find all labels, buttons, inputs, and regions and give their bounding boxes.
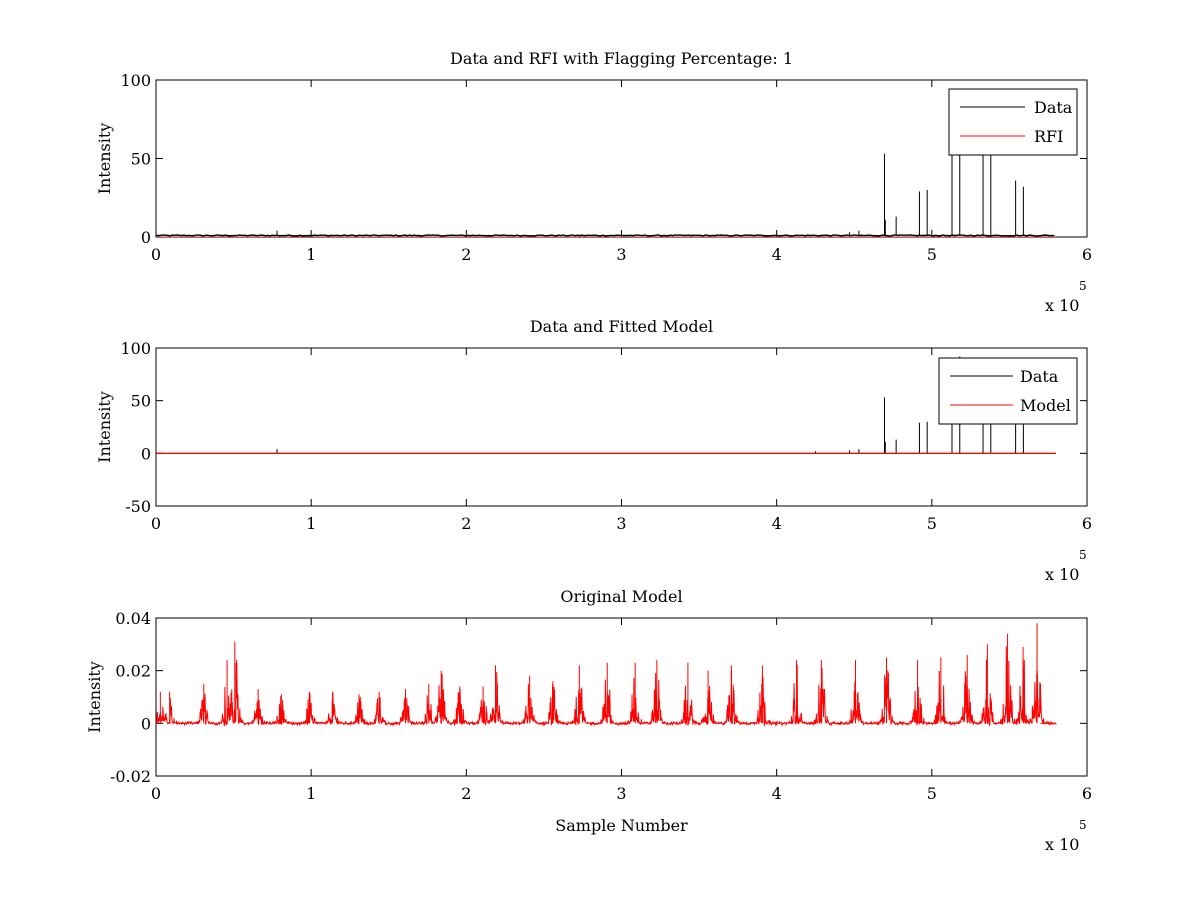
- series-data-baseline: [156, 234, 1055, 237]
- chart-title: Data and RFI with Flagging Percentage: 1: [450, 49, 793, 68]
- x-tick-label: 2: [461, 514, 471, 533]
- x-exponent-label: x 10: [1045, 565, 1079, 584]
- x-tick-label: 0: [151, 514, 161, 533]
- plot-frame: [155, 79, 1088, 238]
- y-tick-label: 50: [131, 150, 151, 169]
- legend-label-rfi: RFI: [1034, 127, 1063, 146]
- x-tick-label: 3: [616, 514, 626, 533]
- y-tick-label: 50: [131, 392, 151, 411]
- plot-frame: [155, 347, 1088, 507]
- x-tick-label: 4: [772, 784, 782, 803]
- y-tick-label: -50: [125, 497, 151, 516]
- y-tick-label: 0: [141, 714, 151, 733]
- legend-label-data: Data: [1020, 367, 1059, 386]
- y-axis-label: Intensity: [95, 123, 114, 195]
- x-exponent-power: 5: [1079, 279, 1087, 293]
- x-exponent-power: 5: [1079, 818, 1087, 832]
- x-tick-label: 5: [927, 245, 937, 264]
- x-tick-label: 1: [306, 784, 316, 803]
- series-line-original-model: [156, 646, 1057, 727]
- x-tick-label: 6: [1082, 514, 1092, 533]
- x-tick-label: 2: [461, 784, 471, 803]
- x-tick-label: 3: [616, 784, 626, 803]
- plot-frame: [155, 617, 1088, 777]
- y-tick-label: 100: [120, 339, 151, 358]
- x-tick-label: 5: [927, 784, 937, 803]
- x-tick-label: 4: [772, 514, 782, 533]
- x-tick-label: 0: [151, 245, 161, 264]
- x-tick-label: 1: [306, 245, 316, 264]
- y-tick-label: 0.04: [115, 609, 151, 628]
- x-tick-label: 6: [1082, 245, 1092, 264]
- x-exponent-base: x 10: [1045, 296, 1079, 315]
- x-tick-label: 4: [772, 245, 782, 264]
- y-axis-label: Intensity: [95, 391, 114, 463]
- y-tick-label: -0.02: [110, 767, 151, 786]
- x-tick-label: 5: [927, 514, 937, 533]
- legend: Data RFI: [948, 88, 1078, 156]
- y-tick-label: 0: [141, 444, 151, 463]
- x-exponent-power: 5: [1079, 548, 1087, 562]
- x-tick-label: 0: [151, 784, 161, 803]
- x-tick-label: 1: [306, 514, 316, 533]
- x-exponent-label: x 10: [1045, 296, 1079, 315]
- legend-box: [938, 357, 1078, 425]
- x-tick-label: 3: [616, 245, 626, 264]
- data-layer: [156, 623, 1057, 727]
- x-tick-label: 6: [1082, 784, 1092, 803]
- legend-box: [948, 88, 1078, 156]
- legend-label-data: Data: [1034, 98, 1073, 117]
- y-tick-label: 100: [120, 71, 151, 90]
- x-exponent-base: x 10: [1045, 565, 1079, 584]
- x-tick-label: 2: [461, 245, 471, 264]
- y-tick-label: 0: [141, 228, 151, 247]
- data-layer: [156, 92, 1056, 237]
- data-layer: [156, 356, 1056, 454]
- legend: Data Model: [938, 357, 1078, 425]
- x-exponent-label: x 10: [1045, 835, 1079, 854]
- y-tick-label: 0.02: [115, 662, 151, 681]
- chart-title: Original Model: [560, 587, 682, 606]
- legend-label-model: Model: [1020, 396, 1071, 415]
- x-axis-label: Sample Number: [555, 816, 688, 835]
- y-axis-label: Intensity: [85, 661, 104, 733]
- chart-title: Data and Fitted Model: [530, 317, 713, 336]
- x-exponent-base: x 10: [1045, 835, 1079, 854]
